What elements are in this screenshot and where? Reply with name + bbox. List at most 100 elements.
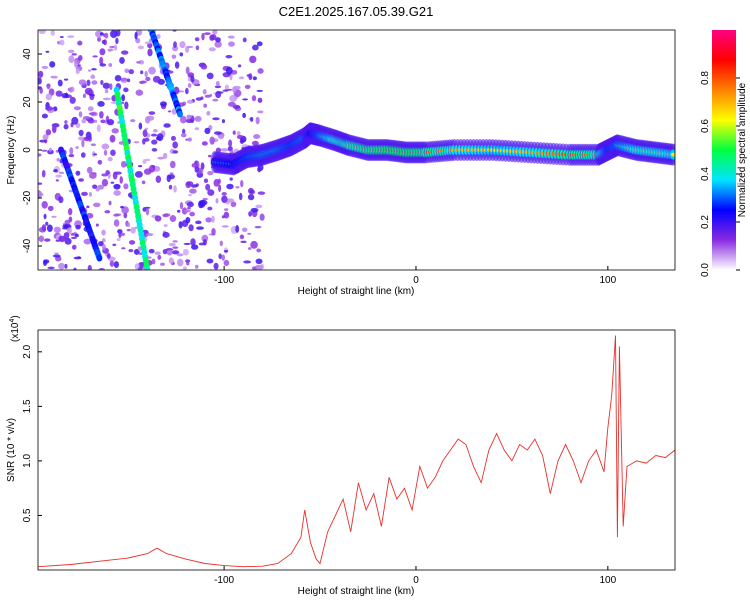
- heatmap-speckle: [74, 60, 78, 68]
- heatmap-speckle: [58, 196, 64, 204]
- heatmap-speckle: [148, 66, 156, 75]
- heatmap-speckle: [123, 183, 129, 190]
- heatmap-speckle: [170, 135, 176, 141]
- heatmap-speckle: [238, 192, 243, 201]
- heatmap-speckle: [168, 173, 175, 180]
- heatmap-speckle: [187, 137, 192, 142]
- heatmap-speckle: [71, 53, 77, 56]
- heatmap-speckle: [69, 147, 74, 155]
- heatmap-speckle: [215, 80, 220, 87]
- heatmap-speckle: [159, 101, 167, 107]
- heatmap-speckle: [68, 154, 75, 158]
- heatmap-speckle: [252, 44, 259, 51]
- heatmap-speckle: [101, 178, 109, 187]
- heatmap-speckle: [91, 68, 97, 71]
- heatmap-speckle: [251, 95, 257, 102]
- heatmap-speckle: [154, 215, 162, 222]
- heatmap-speckle: [124, 101, 129, 110]
- heatmap-speckle: [105, 170, 110, 175]
- heatmap-speckle: [211, 227, 216, 236]
- heatmap-speckle: [109, 260, 115, 267]
- heatmap-speckle: [87, 106, 94, 112]
- heatmap-speckle: [81, 191, 88, 196]
- heatmap-speckle: [257, 68, 264, 74]
- heatmap-speckle: [119, 57, 125, 64]
- heatmap-speckle: [211, 215, 215, 223]
- heatmap-speckle: [38, 70, 44, 78]
- heatmap-speckle: [206, 72, 214, 80]
- heatmap-speckle: [205, 183, 211, 191]
- heatmap-speckle: [102, 97, 111, 101]
- snr-series-line: [38, 335, 675, 568]
- heatmap-speckle: [247, 194, 255, 201]
- heatmap-speckle: [169, 172, 174, 175]
- heatmap-speckle: [207, 206, 213, 211]
- heatmap-speckle: [144, 41, 152, 45]
- heatmap-speckle: [128, 249, 134, 253]
- heatmap-speckle: [176, 253, 184, 257]
- heatmap-speckle: [244, 84, 251, 89]
- heatmap-speckle: [68, 55, 75, 64]
- heatmap-speckle: [121, 206, 129, 214]
- heatmap-speckle: [215, 37, 221, 43]
- heatmap-speckle: [47, 149, 54, 155]
- heatmap-speckle: [205, 217, 212, 223]
- heatmap-speckle: [47, 205, 54, 211]
- heatmap-speckle: [257, 191, 266, 195]
- heatmap-speckle: [184, 209, 191, 213]
- heatmap-speckle: [248, 187, 254, 195]
- heatmap-speckle: [148, 248, 155, 254]
- heatmap-speckle: [78, 111, 83, 118]
- heatmap-speckle: [179, 115, 187, 124]
- heatmap-speckle: [70, 233, 75, 236]
- heatmap-speckle: [46, 224, 53, 233]
- heatmap-speckle: [221, 191, 227, 196]
- heatmap-speckle: [57, 79, 63, 87]
- heatmap-speckle: [185, 66, 190, 75]
- heatmap-speckle: [190, 244, 199, 250]
- heatmap-speckle: [110, 149, 116, 156]
- heatmap-speckle: [62, 224, 70, 229]
- heatmap-speckle: [106, 118, 115, 126]
- heatmap-speckle: [194, 127, 200, 131]
- heatmap-speckle: [148, 111, 156, 115]
- spectrogram-ytick-label: -40: [22, 238, 33, 253]
- heatmap-speckle: [114, 44, 118, 51]
- heatmap-speckle: [148, 164, 156, 173]
- heatmap-speckle: [181, 132, 187, 138]
- heatmap-speckle: [256, 248, 262, 253]
- heatmap-speckle: [101, 40, 106, 44]
- heatmap-speckle: [141, 180, 146, 185]
- heatmap-speckle: [162, 213, 169, 218]
- heatmap-speckle: [69, 96, 76, 104]
- heatmap-speckle: [100, 80, 104, 85]
- heatmap-speckle: [136, 61, 141, 64]
- heatmap-speckle: [101, 238, 106, 243]
- heatmap-speckle: [218, 134, 224, 140]
- heatmap-speckle: [208, 47, 216, 52]
- heatmap-speckle: [116, 238, 121, 242]
- heatmap-speckle: [151, 148, 158, 152]
- heatmap-speckle: [213, 262, 219, 270]
- heatmap-track-cell: [176, 110, 183, 118]
- heatmap-speckle: [171, 108, 177, 115]
- heatmap-speckle: [203, 178, 209, 183]
- heatmap-speckle: [68, 189, 74, 193]
- heatmap-speckle: [209, 136, 215, 145]
- heatmap-speckle: [195, 45, 200, 51]
- heatmap-speckle: [240, 240, 247, 244]
- heatmap-speckle: [255, 258, 263, 265]
- heatmap-speckle: [172, 141, 178, 149]
- heatmap-speckle: [113, 219, 120, 227]
- heatmap-speckle: [226, 183, 234, 190]
- heatmap-speckle: [114, 74, 122, 82]
- heatmap-speckle: [126, 228, 131, 232]
- heatmap-speckle: [203, 32, 211, 36]
- heatmap-speckle: [203, 103, 207, 108]
- heatmap-speckle: [221, 195, 228, 204]
- heatmap-speckle: [63, 123, 69, 130]
- heatmap-speckle: [200, 64, 208, 70]
- heatmap-speckle: [257, 97, 263, 103]
- heatmap-speckle: [169, 215, 177, 223]
